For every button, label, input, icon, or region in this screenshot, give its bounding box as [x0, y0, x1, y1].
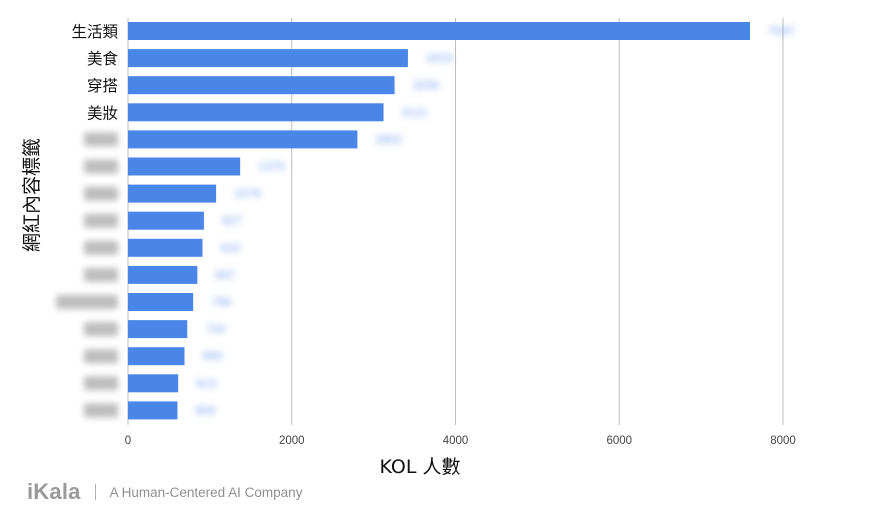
data-label: 3419 — [426, 51, 453, 65]
y-axis-title: 網紅內容標籤 — [21, 138, 43, 252]
bar — [128, 374, 179, 393]
data-label: 2802 — [375, 132, 402, 146]
data-label: 910 — [221, 241, 241, 255]
category-label-redacted — [84, 376, 118, 391]
x-tick-label: 0 — [125, 435, 131, 447]
data-label: 604 — [195, 403, 215, 417]
bar — [128, 103, 384, 122]
data-label: 1076 — [234, 187, 261, 201]
bar — [128, 130, 358, 149]
footer-divider — [94, 484, 96, 500]
category-label-redacted — [84, 322, 118, 337]
bar — [128, 22, 751, 40]
x-tick-label: 6000 — [606, 435, 632, 447]
x-tick-label: 8000 — [770, 435, 796, 447]
bar — [128, 238, 203, 257]
data-label: 3121 — [402, 105, 429, 119]
bar — [128, 401, 178, 420]
category-label: 穿搭 — [87, 77, 118, 95]
data-label: 3256 — [413, 78, 440, 92]
category-label-redacted — [84, 159, 118, 174]
category-label-redacted — [84, 240, 118, 255]
x-tick-label: 2000 — [279, 435, 305, 447]
bar — [128, 76, 395, 95]
category-label-redacted — [84, 403, 118, 418]
bar — [128, 157, 241, 176]
data-label: 847 — [215, 268, 235, 282]
bar — [128, 265, 198, 284]
category-label-redacted — [84, 349, 118, 364]
category-label-redacted — [84, 267, 118, 282]
bar — [128, 347, 185, 366]
footer-tagline: A Human-Centered AI Company — [109, 484, 303, 500]
data-label: 927 — [222, 214, 242, 228]
category-label: 美妝 — [87, 104, 118, 122]
category-label: 生活類 — [71, 23, 118, 41]
data-label: 724 — [205, 322, 225, 336]
data-label: 7597 — [768, 24, 795, 38]
bar — [128, 211, 204, 230]
bar — [128, 184, 217, 203]
data-label: 613 — [196, 376, 216, 390]
category-label-redacted — [84, 132, 118, 147]
category-label-redacted — [56, 295, 118, 309]
bar — [128, 320, 188, 339]
bar — [128, 49, 408, 68]
footer: iKala A Human-Centered AI Company — [27, 479, 303, 504]
x-tick-label: 4000 — [443, 435, 469, 447]
data-label: 796 — [211, 295, 231, 309]
category-label-redacted — [84, 186, 118, 201]
category-label-redacted — [84, 213, 118, 228]
x-axis-title: KOL 人數 — [379, 456, 460, 478]
category-label: 美食 — [87, 50, 119, 68]
ikala-logo: iKala — [27, 479, 81, 504]
data-label: 690 — [202, 349, 222, 363]
data-label: 1370 — [258, 160, 285, 174]
bar — [128, 293, 194, 311]
